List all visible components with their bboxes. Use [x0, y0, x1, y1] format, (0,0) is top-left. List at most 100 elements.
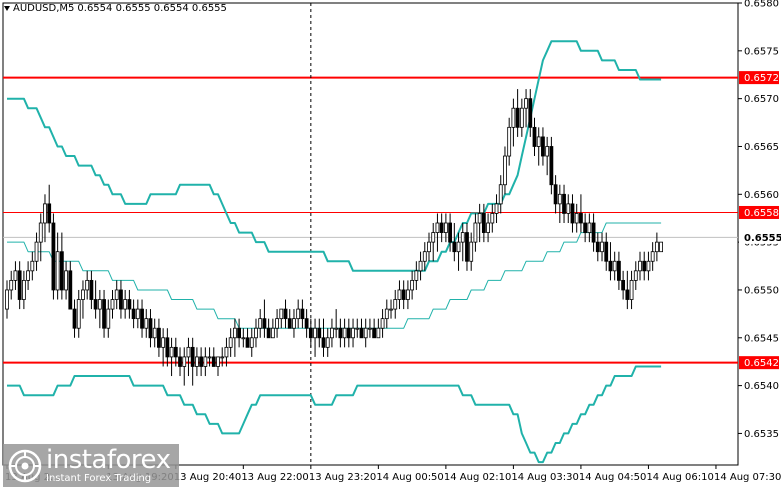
- candle: [152, 318, 157, 348]
- candle: [435, 213, 440, 252]
- candle: [507, 117, 512, 166]
- candle-body-bear: [317, 327, 322, 339]
- candle: [342, 318, 347, 348]
- candle-body-bull: [473, 222, 478, 243]
- candle-body-bull: [393, 299, 398, 310]
- candle: [431, 223, 436, 262]
- candle: [85, 270, 90, 300]
- candle-body-bear: [528, 98, 533, 128]
- candle-body-bull: [659, 241, 663, 253]
- candle-body-bear: [321, 337, 326, 348]
- dropdown-triangle-icon[interactable]: [4, 6, 10, 11]
- level-lines: [3, 76, 738, 364]
- candle-body-bear: [127, 299, 132, 310]
- instaforex-watermark: instaforex Instant Forex Trading: [3, 444, 179, 487]
- candle-body-bear: [372, 327, 377, 339]
- candle: [397, 280, 402, 310]
- candle: [21, 270, 26, 310]
- candle-body-bull: [330, 327, 334, 339]
- candle: [325, 328, 330, 357]
- candle-body-bull: [313, 327, 317, 339]
- candle: [5, 280, 9, 319]
- candle-body-bull: [431, 232, 436, 243]
- candle-body-bull: [216, 356, 220, 367]
- candle: [76, 289, 81, 338]
- candle-body-bull: [38, 222, 43, 243]
- candle: [490, 203, 495, 233]
- candle-body-bear: [541, 136, 545, 157]
- candle-body-bull: [443, 222, 448, 233]
- candle-body-bull: [182, 356, 187, 367]
- candle: [266, 318, 271, 339]
- level-badge-label: 0.6572: [744, 73, 779, 84]
- candle: [524, 89, 528, 128]
- candle: [228, 328, 233, 357]
- candle-body-bull: [633, 270, 638, 281]
- candle: [545, 136, 550, 176]
- candle-body-bull: [85, 279, 90, 291]
- candle-body-bull: [511, 107, 516, 128]
- candle-body-bull: [169, 346, 174, 358]
- candle-body-bear: [211, 356, 216, 367]
- candle: [372, 318, 377, 339]
- candle: [410, 270, 415, 300]
- candle: [553, 175, 558, 214]
- candle: [541, 127, 545, 166]
- candle-body-bull: [410, 279, 415, 291]
- candle: [625, 270, 630, 310]
- candle: [279, 308, 284, 329]
- price-axis: 0.65800.65750.65700.65650.65600.65550.65…: [738, 0, 779, 440]
- candle: [64, 261, 68, 300]
- candle: [452, 223, 457, 262]
- candle-body-bear: [465, 232, 469, 262]
- candle: [317, 318, 322, 348]
- bollinger-upper-line: [7, 40, 662, 272]
- candle-body-bear: [570, 203, 575, 224]
- candle-body-bull: [418, 260, 423, 272]
- candle: [587, 213, 592, 243]
- candle: [549, 136, 554, 195]
- candle: [503, 146, 507, 195]
- candle-body-bear: [119, 289, 123, 310]
- candle: [574, 203, 579, 233]
- candle: [460, 223, 465, 262]
- candle: [532, 117, 537, 157]
- candle-body-bull: [650, 251, 655, 262]
- candle-body-bull: [203, 356, 208, 367]
- candle-body-bull: [123, 299, 128, 310]
- candle-body-bull: [405, 289, 410, 300]
- candle-body-bear: [131, 308, 136, 320]
- bollinger-lower-line: [7, 365, 662, 464]
- candle-body-bull: [249, 337, 254, 348]
- candle-body-bull: [296, 308, 301, 320]
- candle-body-bear: [617, 260, 621, 281]
- x-tick-label: 14 Aug 02:10: [444, 472, 511, 483]
- candle: [13, 261, 18, 290]
- ohlc-readout: 0.6554 0.6555 0.6554 0.6555: [77, 3, 227, 14]
- candle-body-bear: [68, 270, 73, 310]
- symbol-label: AUDUSD,M5: [13, 3, 75, 14]
- candle: [102, 289, 106, 338]
- candle: [93, 280, 98, 319]
- chart-header: AUDUSD,M5 0.6554 0.6555 0.6554 0.6555: [4, 3, 227, 14]
- candle: [355, 318, 360, 338]
- candle-body-bull: [363, 327, 368, 339]
- candle: [110, 289, 115, 319]
- candle: [123, 289, 128, 319]
- candle-body-bull: [110, 299, 115, 310]
- candle: [165, 328, 170, 367]
- candle-body-bull: [638, 260, 642, 272]
- candle: [633, 261, 638, 290]
- candle: [380, 309, 385, 338]
- candle-body-bear: [595, 241, 600, 253]
- candle: [241, 328, 246, 348]
- candle: [646, 251, 651, 281]
- candle-body-bull: [574, 213, 579, 224]
- candle: [334, 309, 339, 338]
- candle-body-bull: [241, 337, 246, 340]
- y-tick-label: 0.6570: [744, 94, 779, 105]
- y-tick-label: 0.6560: [744, 190, 779, 201]
- candle-body-bear: [452, 241, 457, 253]
